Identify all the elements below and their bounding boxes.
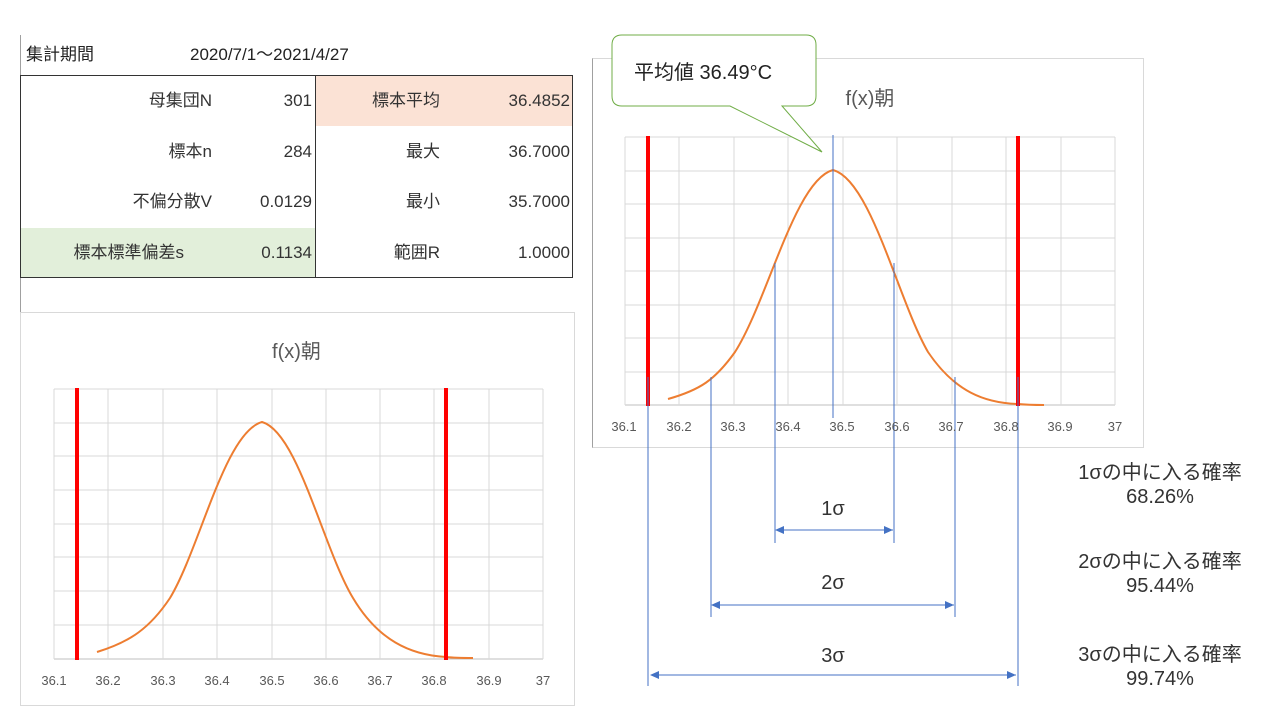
left-x-tick: 36.6 — [313, 673, 339, 688]
three-sigma-label: 3σ — [821, 645, 845, 667]
period-value: 2020/7/1〜2021/4/27 — [190, 45, 349, 64]
two-sigma-label: 2σ — [821, 572, 845, 594]
right-x-tick: 36.5 — [829, 419, 855, 434]
mean-highlight — [316, 76, 572, 126]
one-sigma-probability-value: 68.26% — [1126, 486, 1194, 508]
two-sigma-probability-title: 2σの中に入る確率 — [1078, 551, 1242, 573]
chart-right-curve — [667, 168, 1045, 406]
stat-value-population: 301 — [283, 91, 312, 110]
one-sigma-label: 1σ — [821, 498, 845, 520]
chart-left-title: f(x)朝 — [272, 341, 321, 363]
stat-label-mean: 標本平均 — [372, 91, 440, 110]
stat-label-stddev: 標本標準偏差s — [73, 243, 185, 262]
stat-value-sample-n: 284 — [283, 142, 312, 161]
chart-right-frame — [592, 58, 1144, 448]
one-sigma-probability-title: 1σの中に入る確率 — [1078, 462, 1242, 484]
right-x-tick: 36.4 — [775, 419, 801, 434]
left-x-tick: 36.4 — [204, 673, 230, 688]
left-x-tick: 36.3 — [150, 673, 176, 688]
stat-label-variance: 不偏分散V — [132, 192, 212, 211]
chart-left-grid — [53, 388, 544, 660]
stat-value-mean: 36.4852 — [508, 91, 570, 110]
right-x-tick: 36.6 — [884, 419, 910, 434]
period-label: 集計期間 — [26, 45, 94, 64]
chart-left-curve — [96, 420, 474, 659]
right-x-tick: 36.2 — [666, 419, 692, 434]
stats-divider — [315, 75, 316, 278]
stat-label-population: 母集団N — [148, 91, 212, 110]
left-x-tick: 37 — [535, 673, 551, 688]
stats-table — [20, 75, 573, 278]
left-x-tick: 36.7 — [367, 673, 393, 688]
two-sigma-probability-value: 95.44% — [1126, 575, 1194, 597]
stat-value-max: 36.7000 — [508, 142, 570, 161]
mean-callout-text: 平均値 36.49°C — [634, 62, 773, 84]
three-sigma-probability-value: 99.74% — [1126, 668, 1194, 690]
right-x-tick: 36.8 — [993, 419, 1019, 434]
left-x-tick: 36.5 — [259, 673, 285, 688]
right-x-tick: 36.9 — [1047, 419, 1073, 434]
mean-callout-bubble — [611, 34, 823, 153]
stat-label-range: 範囲R — [393, 243, 440, 262]
left-x-tick: 36.9 — [476, 673, 502, 688]
one-sigma-probability: 1σの中に入る確率 68.26% — [1040, 461, 1280, 509]
stddev-highlight — [21, 228, 315, 277]
stat-label-max: 最大 — [406, 142, 440, 161]
left-x-tick: 36.2 — [95, 673, 121, 688]
left-x-tick: 36.8 — [421, 673, 447, 688]
sigma-reference-lines — [647, 135, 1019, 686]
right-x-tick: 36.1 — [611, 419, 637, 434]
right-x-tick: 37 — [1107, 419, 1123, 434]
chart-left-frame — [20, 312, 575, 706]
stat-value-range: 1.0000 — [518, 243, 570, 262]
right-x-tick: 36.7 — [938, 419, 964, 434]
right-x-tick: 36.3 — [720, 419, 746, 434]
stat-label-min: 最小 — [406, 192, 440, 211]
stat-value-stddev: 0.1134 — [261, 243, 312, 262]
three-sigma-probability-title: 3σの中に入る確率 — [1078, 644, 1242, 666]
stat-value-variance: 0.0129 — [260, 192, 312, 211]
three-sigma-probability: 3σの中に入る確率 99.74% — [1040, 643, 1280, 691]
stat-label-sample-n: 標本n — [168, 142, 212, 161]
left-x-tick: 36.1 — [41, 673, 67, 688]
chart-right-title: f(x)朝 — [845, 88, 895, 110]
chart-right-grid — [624, 136, 1116, 406]
stat-value-min: 35.7000 — [508, 192, 570, 211]
two-sigma-probability: 2σの中に入る確率 95.44% — [1040, 550, 1280, 598]
